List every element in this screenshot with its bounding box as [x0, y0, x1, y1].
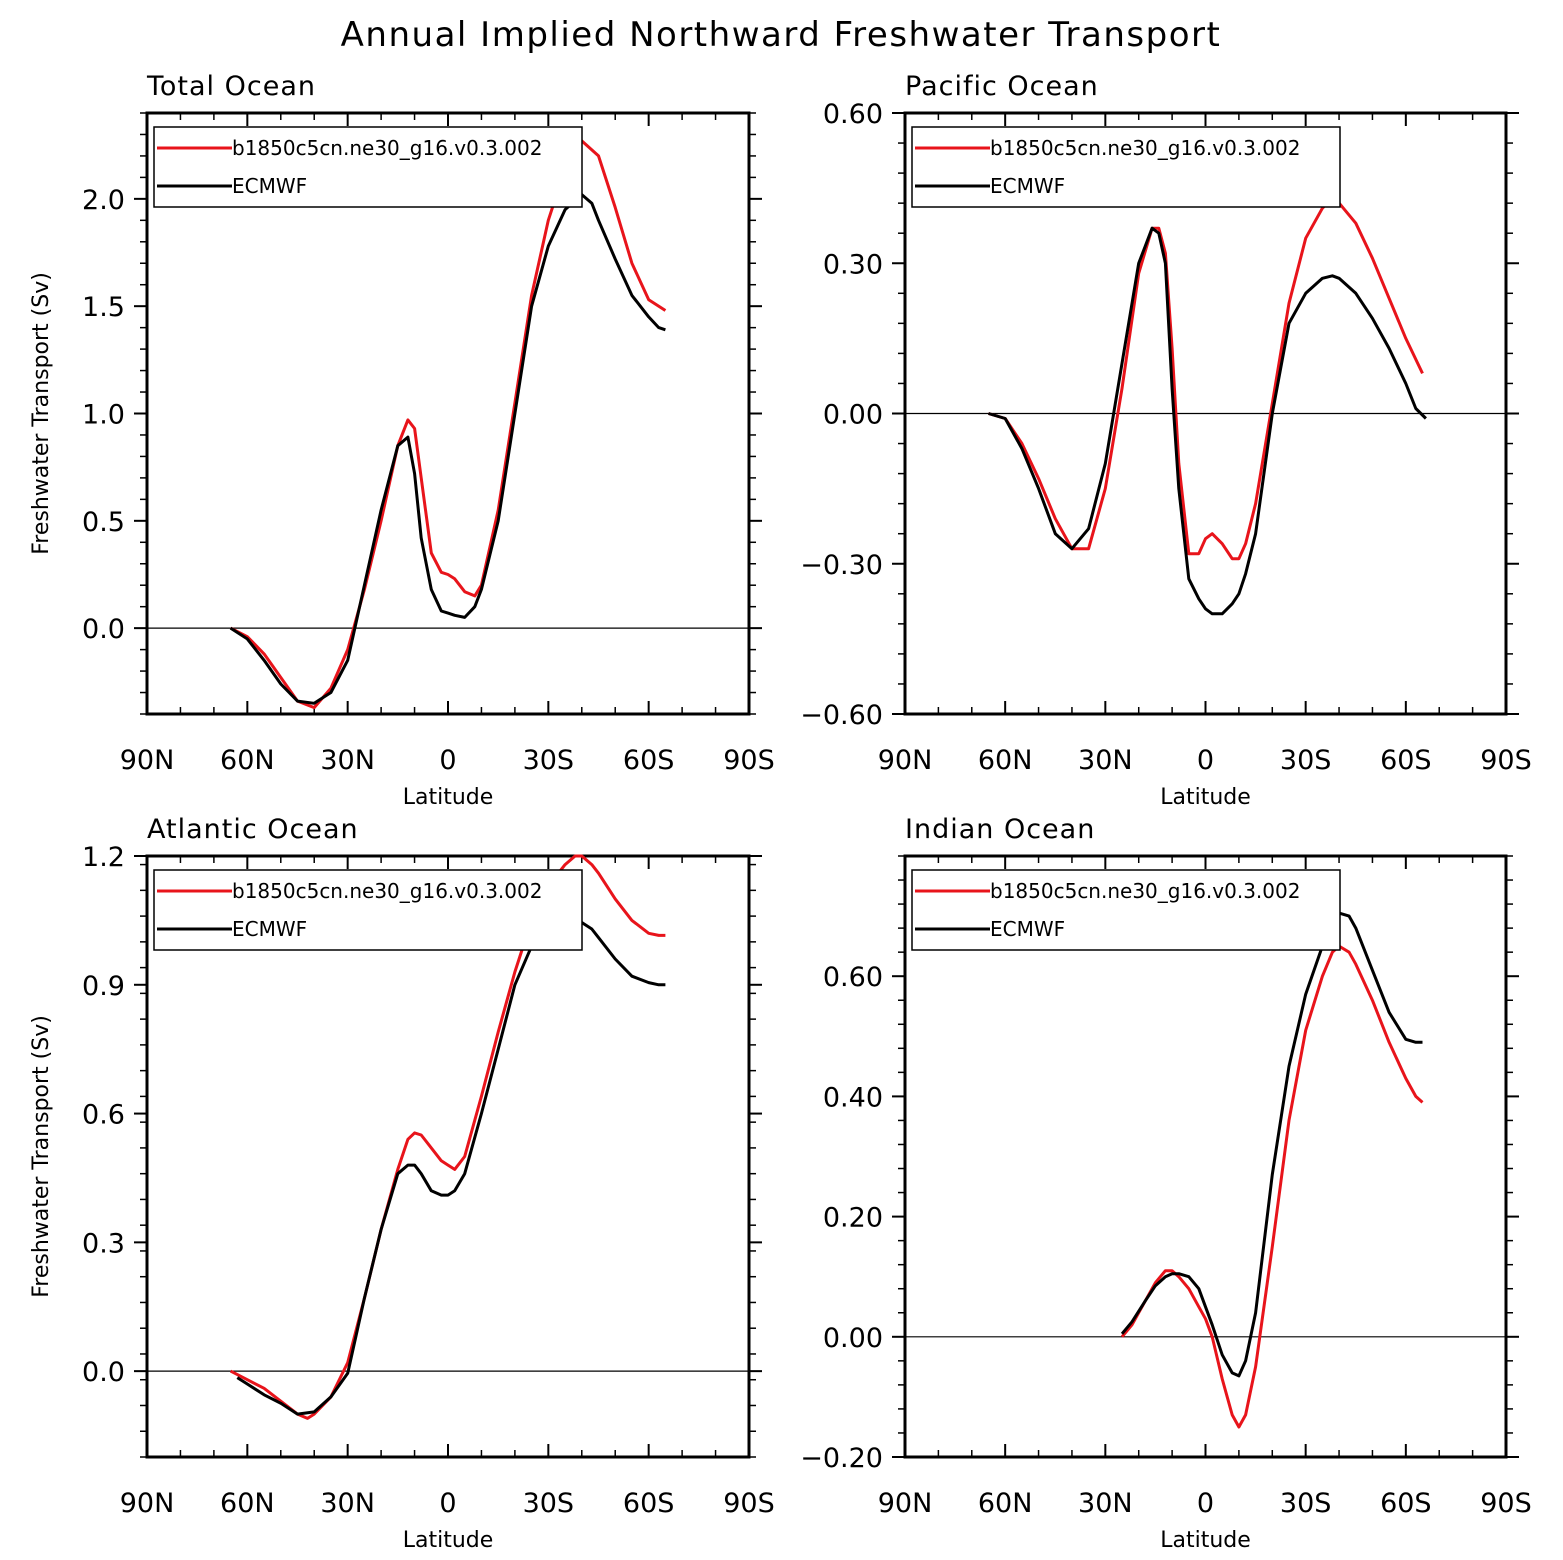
x-tick-label: 90N [878, 1488, 933, 1519]
x-tick-label: 30S [523, 1488, 575, 1519]
x-tick-label: 90S [723, 745, 775, 776]
legend-label: ECMWF [990, 174, 1065, 198]
y-tick-label: 0.00 [823, 1323, 883, 1354]
x-tick-label: 60N [978, 745, 1033, 776]
y-tick-label: 0.60 [823, 962, 883, 993]
y-tick-label: 0.40 [823, 1082, 883, 1113]
x-tick-label: 90S [723, 1488, 775, 1519]
x-tick-label: 0 [1197, 745, 1214, 776]
y-tick-label: 1.2 [82, 842, 125, 873]
legend: b1850c5cn.ne30_g16.v0.3.002 ECMWF [911, 869, 1341, 951]
x-tick-label: 60N [220, 1488, 275, 1519]
x-tick-label: 30N [320, 1488, 375, 1519]
y-tick-label: 0.5 [82, 507, 125, 538]
legend: b1850c5cn.ne30_g16.v0.3.002 ECMWF [153, 126, 583, 208]
figure-title: Annual Implied Northward Freshwater Tran… [341, 15, 1222, 55]
series-line-model [1120, 944, 1424, 1429]
legend-box [911, 869, 1341, 951]
y-tick-label: 0.60 [823, 99, 883, 130]
x-tick-label: 30S [1280, 1488, 1332, 1519]
legend-label: b1850c5cn.ne30_g16.v0.3.002 [990, 136, 1300, 160]
x-tick-label: 60S [623, 1488, 675, 1519]
y-tick-label: 2.0 [82, 185, 125, 216]
x-axis-label: Latitude [1160, 1528, 1251, 1553]
panel-title: Atlantic Ocean [147, 814, 359, 845]
x-tick-label: 60N [978, 1488, 1033, 1519]
x-axis-label: Latitude [403, 1528, 494, 1553]
panel-total: Total Ocean 90N 60N 30N 0 30S 60S 90S 0.0 0.5 1.0 1… [29, 71, 775, 810]
y-tick-label: −0.30 [800, 550, 883, 581]
y-tick-label: 0.0 [82, 1357, 125, 1388]
y-axis-label: Freshwater Transport (Sv) [29, 1015, 54, 1298]
x-tick-label: 30N [1078, 1488, 1133, 1519]
x-tick-label: 30S [523, 745, 575, 776]
y-tick-label: 1.0 [82, 400, 125, 431]
legend-label: b1850c5cn.ne30_g16.v0.3.002 [232, 136, 542, 160]
x-axis-label: Latitude [1160, 785, 1251, 810]
legend-box [911, 126, 1341, 208]
panel-title: Pacific Ocean [905, 71, 1099, 102]
legend-box [153, 869, 583, 951]
y-tick-label: 0.0 [82, 614, 125, 645]
y-tick-label: 0.3 [82, 1228, 125, 1259]
x-tick-label: 60S [623, 745, 675, 776]
panel-pacific: Pacific Ocean 90N 60N 30N 0 30S 60S 90S −0.60 −0.… [800, 71, 1532, 810]
panel-title: Indian Ocean [905, 814, 1095, 845]
x-tick-label: 0 [439, 745, 456, 776]
x-tick-label: 0 [1197, 1488, 1214, 1519]
legend-label: b1850c5cn.ne30_g16.v0.3.002 [232, 879, 542, 903]
legend-box [153, 126, 583, 208]
y-tick-label: 0.9 [82, 971, 125, 1002]
panels-group: Total Ocean 90N 60N 30N 0 30S 60S 90S 0.0 0.5 1.0 1… [29, 71, 1532, 1553]
y-axis-label: Freshwater Transport (Sv) [29, 272, 54, 555]
x-tick-label: 60S [1380, 745, 1432, 776]
x-tick-label: 30N [1078, 745, 1133, 776]
legend-label: ECMWF [232, 174, 307, 198]
y-tick-label: −0.20 [800, 1443, 883, 1474]
y-tick-label: 0.6 [82, 1100, 125, 1131]
x-tick-label: 90N [878, 745, 933, 776]
x-tick-label: 90S [1480, 1488, 1532, 1519]
series-line-model [229, 854, 666, 1420]
series-line-model [988, 196, 1424, 561]
series-line-ecmwf [236, 921, 666, 1416]
legend-label: ECMWF [232, 917, 307, 941]
x-tick-label: 90N [120, 1488, 175, 1519]
legend: b1850c5cn.ne30_g16.v0.3.002 ECMWF [153, 869, 583, 951]
y-tick-label: 1.5 [82, 292, 125, 323]
x-tick-label: 30N [320, 745, 375, 776]
x-tick-label: 30S [1280, 745, 1332, 776]
x-tick-label: 60N [220, 745, 275, 776]
y-tick-label: 0.30 [823, 249, 883, 280]
x-tick-label: 90S [1480, 745, 1532, 776]
panel-indian: Indian Ocean 90N 60N 30N 0 30S 60S 90S −0.20 0.00… [800, 814, 1532, 1553]
panel-atlantic: Atlantic Ocean 90N 60N 30N 0 30S 60S 90S 0.0 0.3 0… [29, 814, 775, 1553]
series-line-ecmwf [229, 193, 666, 705]
y-tick-label: −0.60 [800, 700, 883, 731]
x-tick-label: 90N [120, 745, 175, 776]
panel-title: Total Ocean [146, 71, 316, 102]
legend: b1850c5cn.ne30_g16.v0.3.002 ECMWF [911, 126, 1341, 208]
legend-label: b1850c5cn.ne30_g16.v0.3.002 [990, 879, 1300, 903]
x-tick-label: 0 [439, 1488, 456, 1519]
y-tick-label: 0.20 [823, 1203, 883, 1234]
legend-label: ECMWF [990, 917, 1065, 941]
y-tick-label: 0.00 [823, 400, 883, 431]
series-line-ecmwf [988, 226, 1427, 616]
series-line-ecmwf [1120, 911, 1423, 1378]
x-tick-label: 60S [1380, 1488, 1432, 1519]
x-axis-label: Latitude [403, 785, 494, 810]
